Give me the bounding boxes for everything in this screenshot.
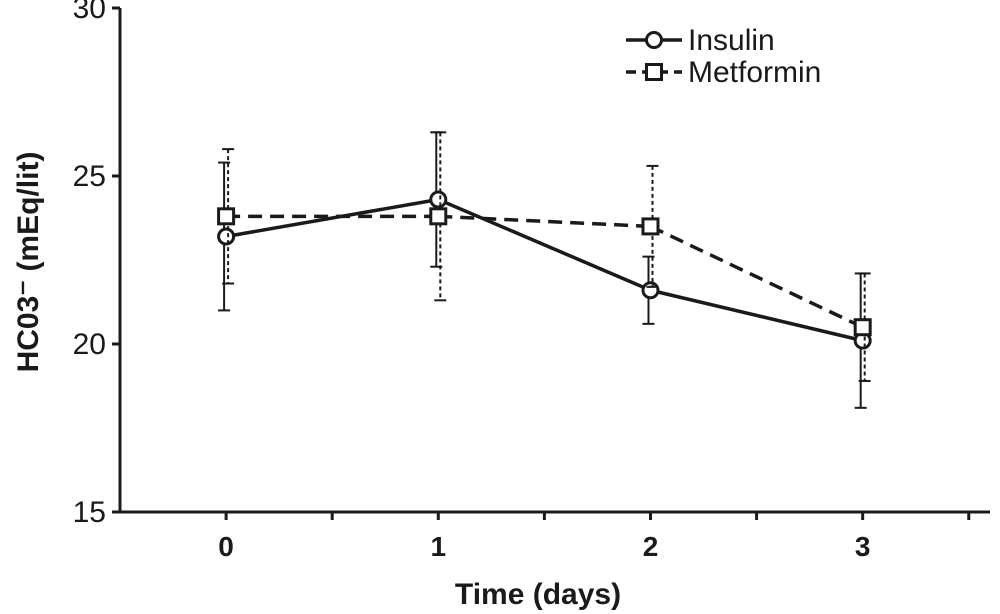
metformin-point: [429, 207, 448, 226]
metformin-point: [217, 207, 236, 226]
y-tick-label: 20: [73, 328, 106, 361]
x-tick-label: 0: [218, 531, 234, 562]
metformin-point: [853, 318, 872, 337]
insulin-line-segment: [437, 197, 652, 292]
y-ticks: 15 20 25 30: [73, 0, 120, 529]
series-metformin: [217, 131, 872, 382]
x-axis-title: Time (days): [455, 578, 621, 611]
insulin-point: [217, 227, 236, 246]
legend-marker-metformin: [645, 63, 663, 81]
x-tick-label: 2: [643, 531, 659, 562]
y-tick-label: 15: [73, 496, 106, 529]
series-layer: [217, 131, 872, 409]
series-insulin: [217, 131, 872, 409]
insulin-line-segment: [225, 197, 439, 239]
y-tick-label: 25: [73, 160, 106, 193]
insulin-point: [641, 281, 660, 300]
x-tick-label: 3: [855, 531, 871, 562]
metformin-line-segment: [649, 224, 864, 329]
insulin-line-segment: [650, 288, 864, 343]
x-ticks: 0 1 2 3: [218, 512, 971, 562]
metformin-line-segment: [438, 214, 651, 229]
metformin-point: [641, 217, 660, 236]
legend-label-insulin: Insulin: [688, 24, 775, 57]
y-tick-label: 30: [73, 0, 106, 25]
x-tick-label: 1: [431, 531, 447, 562]
legend-label-metformin: Metformin: [688, 56, 821, 89]
legend-marker-insulin: [645, 31, 663, 49]
y-axis-title: HC03⁻ (mEq/lit): [12, 152, 45, 373]
insulin-point: [429, 190, 448, 209]
